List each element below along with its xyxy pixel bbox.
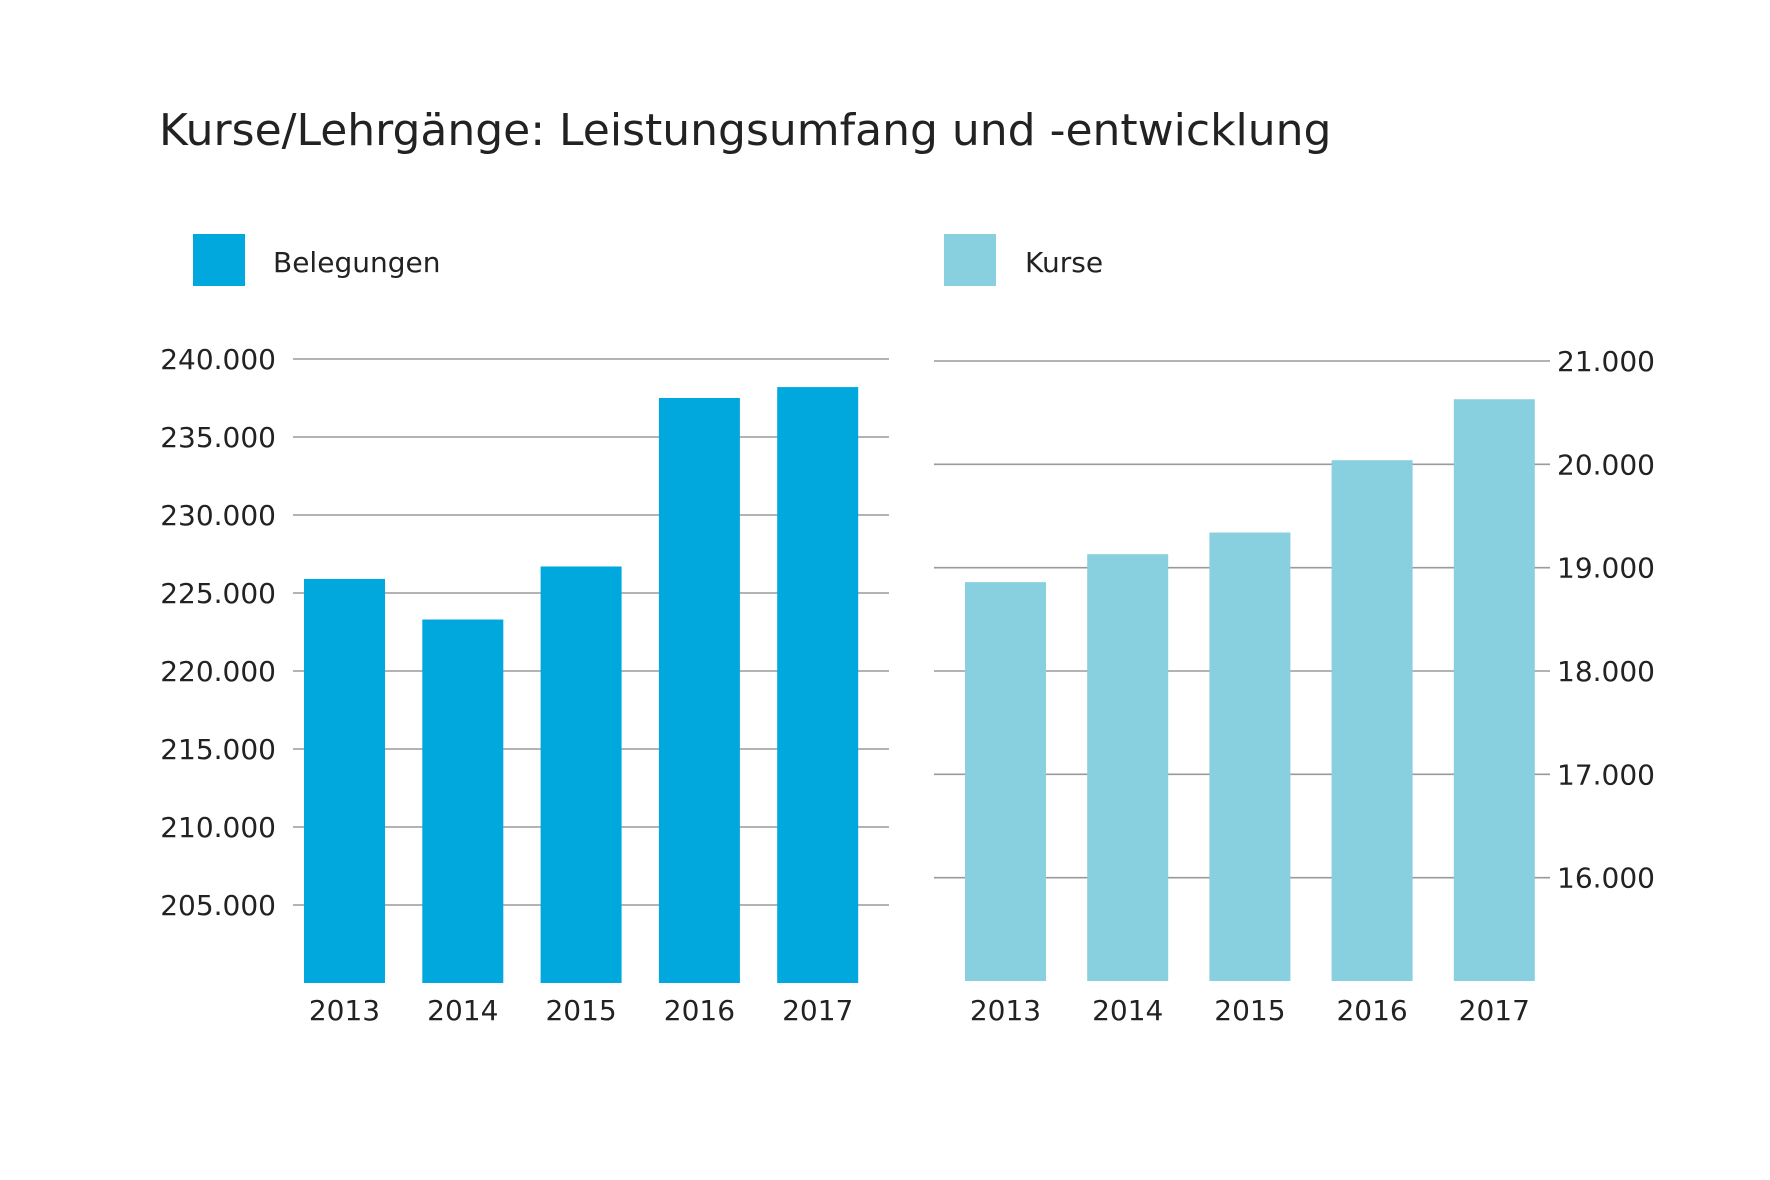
x-tick-label: 2014 (1092, 994, 1163, 1027)
kurse-chart: 16.000 17.000 18.000 19.000 20.000 21.000 2013… (934, 345, 1655, 1027)
bar-2013 (304, 578, 385, 983)
y-tick-label: 205.000 (160, 889, 276, 922)
x-tick-label: 2013 (309, 994, 380, 1027)
x-tick-label: 2016 (664, 994, 735, 1027)
bar-2013 (965, 582, 1046, 981)
y-tick-label: 235.000 (160, 421, 276, 454)
y-tick-label: 240.000 (160, 343, 276, 376)
bar-2017 (1453, 399, 1535, 981)
legend-swatch-kurse (944, 234, 996, 286)
x-tick-label: 2015 (1214, 994, 1285, 1027)
legend-label-belegungen: Belegungen (273, 246, 440, 279)
belegungen-chart: 205.000 210.000 215.000 220.000 225.000 230.0… (160, 343, 889, 1027)
bar-2015 (1209, 532, 1291, 981)
bar-2014 (1087, 554, 1169, 981)
y-tick-label: 215.000 (160, 733, 276, 766)
y-tick-label: 18.000 (1557, 655, 1655, 688)
bar-2015 (540, 566, 622, 983)
bar-2017 (777, 387, 859, 984)
x-tick-label: 2016 (1336, 994, 1407, 1027)
y-tick-label: 20.000 (1557, 448, 1655, 481)
y-tick-label: 16.000 (1557, 862, 1655, 895)
legend-label-kurse: Kurse (1025, 246, 1103, 279)
bar-2014 (422, 619, 504, 983)
x-tick-label: 2014 (427, 994, 498, 1027)
y-tick-label: 17.000 (1557, 758, 1655, 791)
x-tick-label: 2017 (782, 994, 853, 1027)
legend-swatch-belegungen (193, 234, 245, 286)
y-tick-label: 230.000 (160, 499, 276, 532)
y-tick-label: 210.000 (160, 811, 276, 844)
y-tick-label: 19.000 (1557, 552, 1655, 585)
x-tick-label: 2015 (545, 994, 616, 1027)
y-tick-label: 220.000 (160, 655, 276, 688)
chart-title: Kurse/Lehrgänge: Leistungsumfang und -en… (159, 105, 1332, 156)
bar-2016 (1331, 460, 1413, 981)
x-tick-label: 2017 (1459, 994, 1530, 1027)
y-tick-label: 21.000 (1557, 345, 1655, 378)
legend: Belegungen Kurse (193, 234, 1103, 286)
x-tick-label: 2013 (970, 994, 1041, 1027)
bar-2016 (658, 398, 740, 983)
y-tick-label: 225.000 (160, 577, 276, 610)
